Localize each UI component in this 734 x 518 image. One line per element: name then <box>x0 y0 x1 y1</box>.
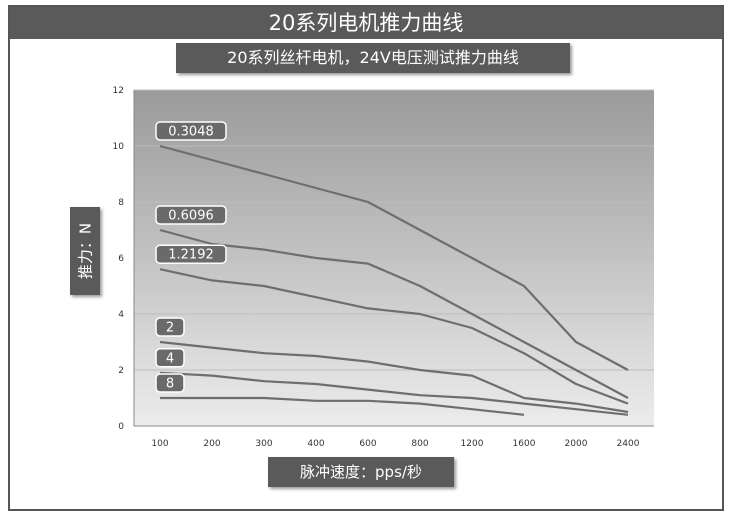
y-tick-label: 6 <box>118 254 124 264</box>
chart-subtitle: 20系列丝杆电机，24V电压测试推力曲线 <box>176 43 570 73</box>
series-line-3 <box>159 340 629 414</box>
series-label-box-3 <box>155 317 185 337</box>
series-line-0 <box>159 144 629 371</box>
series-label-5: 8 <box>166 377 174 392</box>
y-axis-label: 推力：N <box>70 207 100 295</box>
axes: 0 2 4 6 8 10 12 100 200 300 400 600 800 1200 1600 2000 2… <box>113 86 654 449</box>
series-label-box-0 <box>155 121 227 141</box>
series-label-box-5 <box>155 373 185 393</box>
x-tick-label: 2000 <box>565 439 588 449</box>
x-tick-label: 400 <box>307 439 324 449</box>
x-axis-label: 脉冲速度：pps/秒 <box>268 457 454 487</box>
y-tick-label: 0 <box>118 422 124 432</box>
x-tick-label: 2400 <box>617 439 640 449</box>
page-title: 20系列电机推力曲线 <box>10 7 722 39</box>
series-label-box-4 <box>155 348 185 368</box>
x-tick-label: 1200 <box>461 439 484 449</box>
x-tick-label: 1600 <box>513 439 536 449</box>
series-label-4: 4 <box>166 351 174 366</box>
series-label-2: 1.2192 <box>168 248 214 263</box>
series-label-box-1 <box>155 205 227 225</box>
series-line-1 <box>159 228 629 399</box>
series-labels: 0.3048 0.6096 1.2192 2 4 8 <box>155 121 227 393</box>
x-tick-label: 100 <box>151 439 168 449</box>
series-line-5 <box>160 396 525 416</box>
series-label-3: 2 <box>166 321 174 336</box>
series-label-0: 0.3048 <box>168 125 214 140</box>
y-tick-label: 10 <box>113 142 125 152</box>
y-tick-label: 12 <box>113 86 124 96</box>
y-tick-label: 4 <box>118 310 124 320</box>
y-tick-label: 2 <box>118 366 124 376</box>
series-label-1: 0.6096 <box>168 209 214 224</box>
x-tick-label: 300 <box>255 439 272 449</box>
series-label-box-2 <box>155 244 227 264</box>
series-line-2 <box>159 268 629 405</box>
x-tick-label: 200 <box>203 439 220 449</box>
x-tick-label: 600 <box>359 439 376 449</box>
series-line-4 <box>159 371 629 416</box>
x-tick-label: 800 <box>411 439 428 449</box>
y-axis-label-text: 推力：N <box>76 222 95 280</box>
y-tick-label: 8 <box>118 198 124 208</box>
series-layer <box>159 144 629 416</box>
